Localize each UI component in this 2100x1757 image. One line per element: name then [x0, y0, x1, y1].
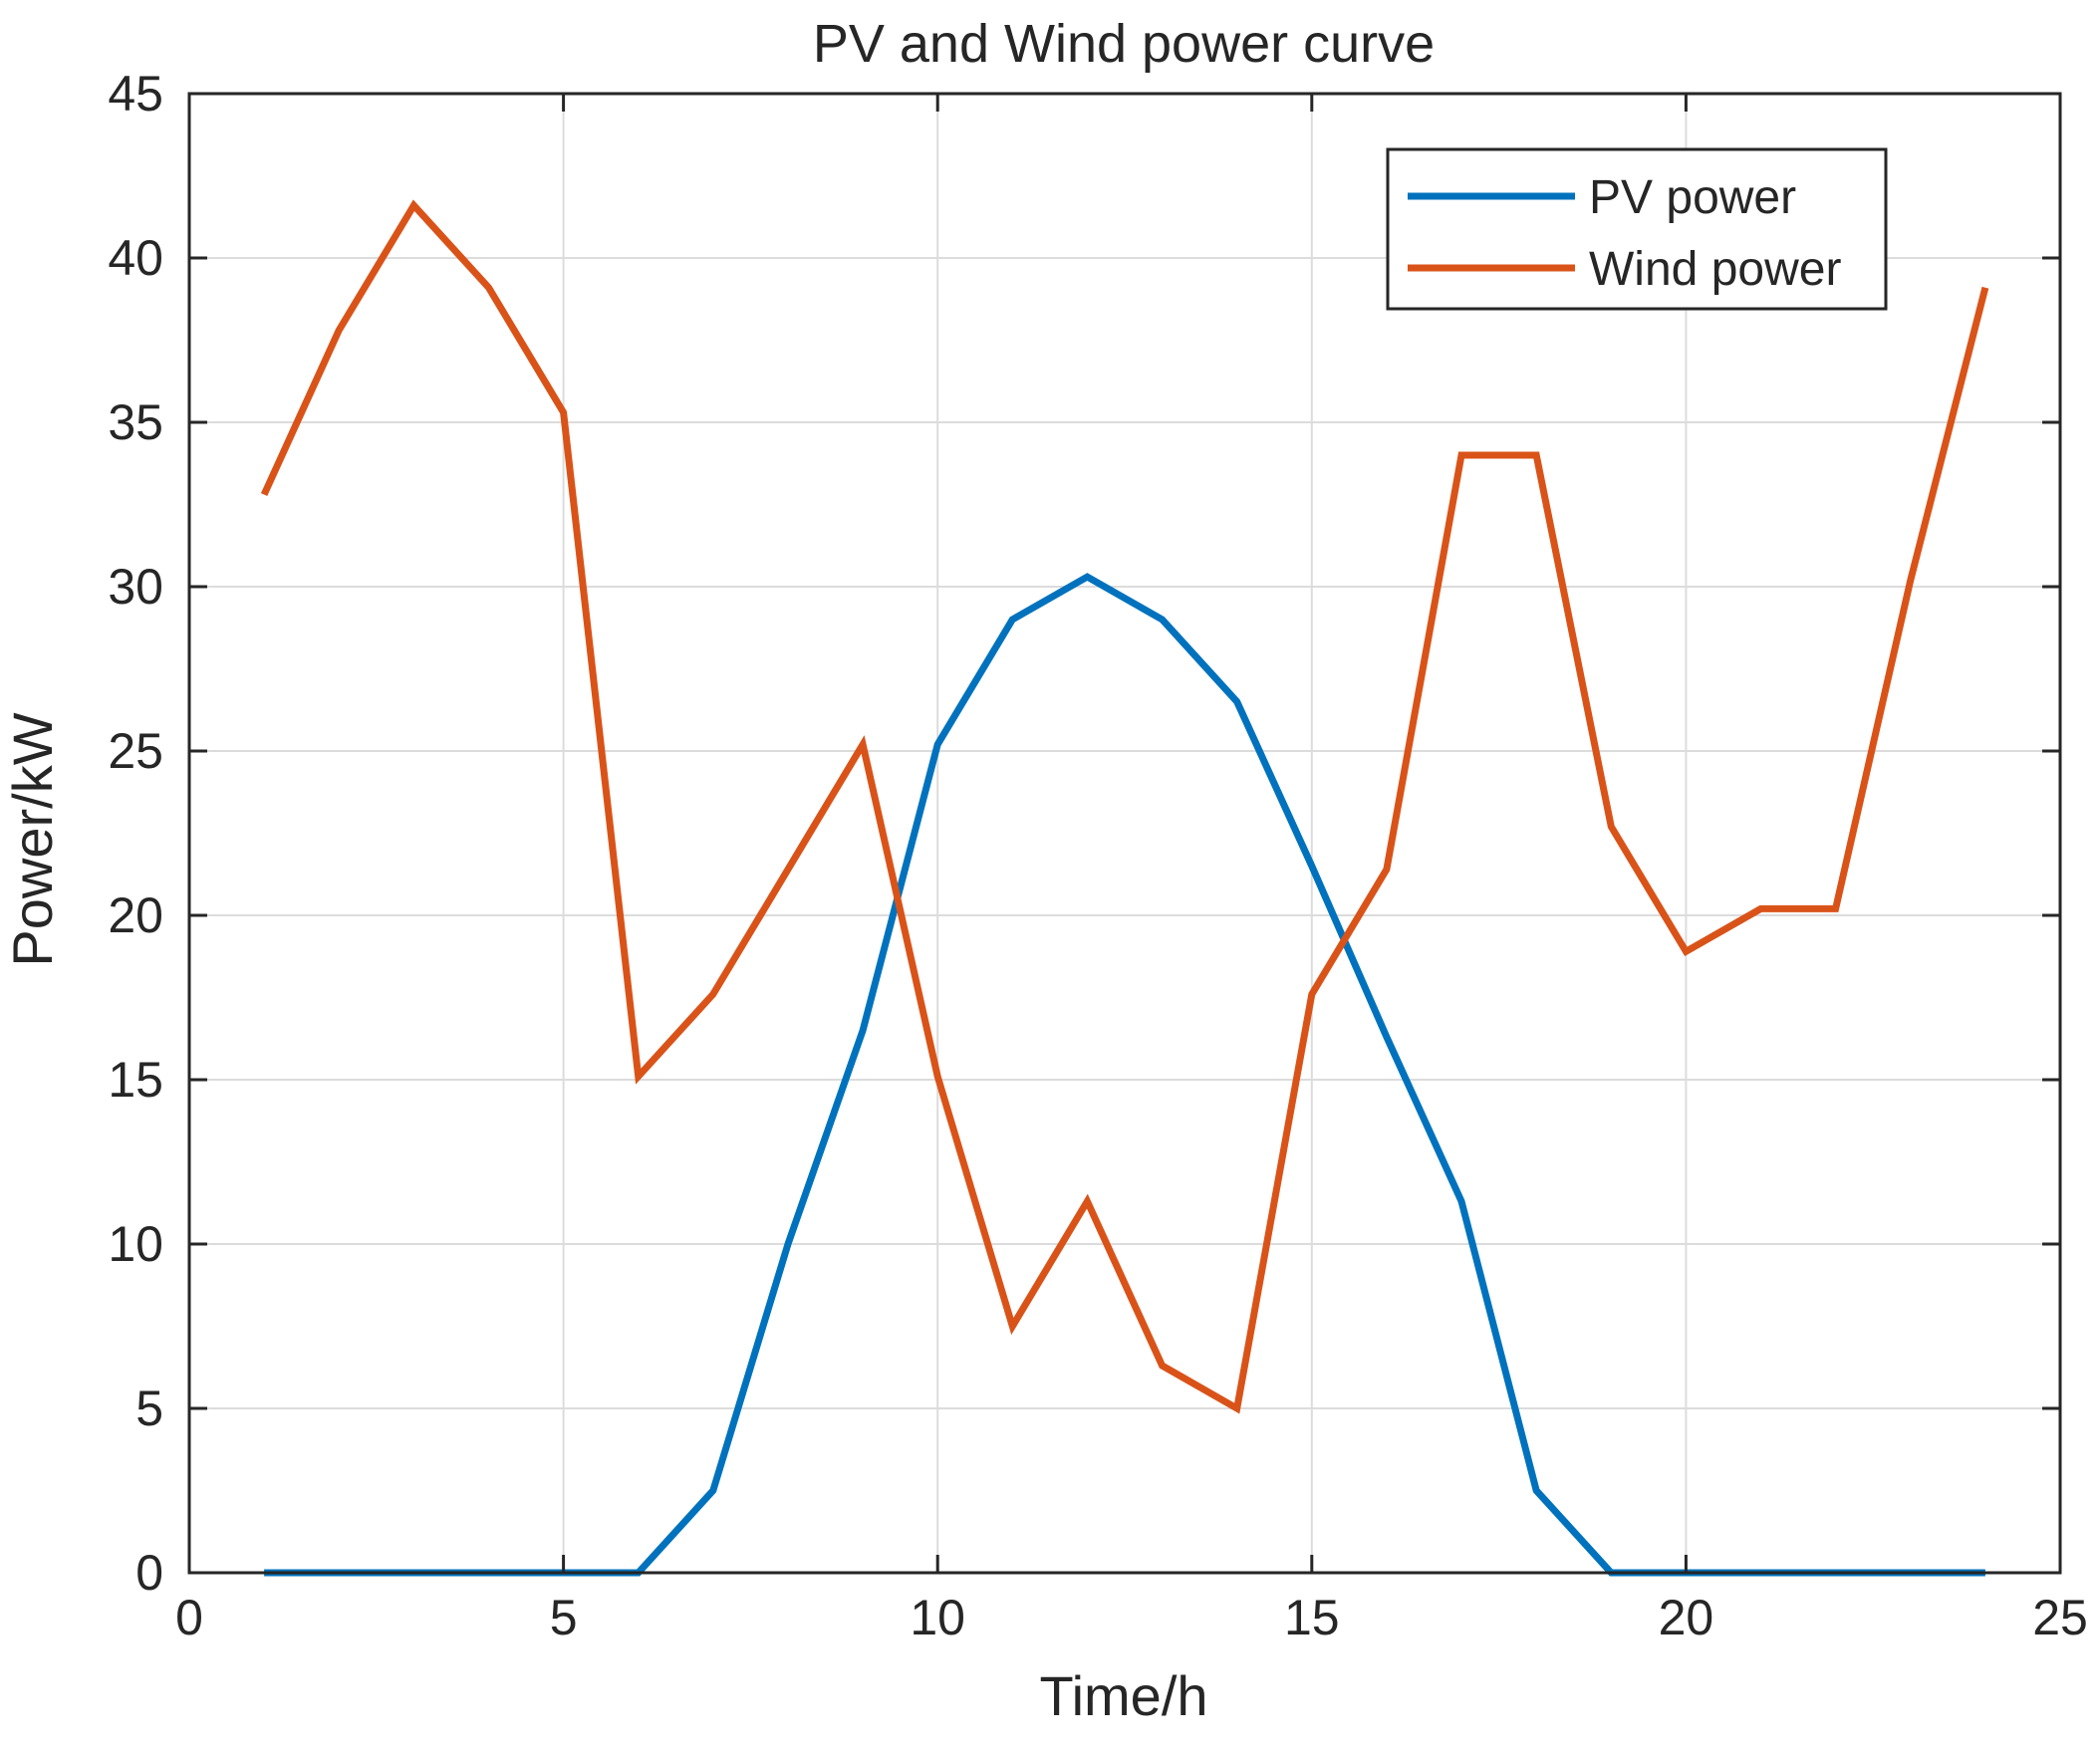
y-tick-label-9: 45 [108, 66, 163, 122]
x-tick-label-3: 15 [1284, 1590, 1340, 1645]
y-tick-label-4: 20 [108, 887, 163, 943]
y-tick-label-7: 35 [108, 394, 163, 450]
y-axis-label: Power/kW [1, 712, 64, 966]
y-tick-label-3: 15 [108, 1052, 163, 1108]
axes-box [187, 92, 2062, 1575]
x-tick-label-1: 5 [550, 1590, 578, 1645]
y-tick-label-5: 25 [108, 723, 163, 779]
y-tick-label-8: 40 [108, 230, 163, 286]
chart-title: PV and Wind power curve [813, 14, 1435, 74]
x-tick-label-0: 0 [175, 1590, 203, 1645]
x-tick-label-4: 20 [1659, 1590, 1714, 1645]
x-tick-label-5: 25 [2032, 1590, 2088, 1645]
x-axis-label: Time/h [1039, 1664, 1207, 1727]
y-tick-label-0: 0 [135, 1545, 163, 1601]
legend-label-wind-power: Wind power [1589, 243, 1841, 296]
grid-lines [189, 94, 2060, 1573]
x-tick-label-2: 10 [910, 1590, 965, 1645]
y-tick-label-1: 5 [135, 1380, 163, 1436]
legend: PV power Wind power [1386, 147, 1888, 311]
y-tick-label-6: 30 [108, 559, 163, 615]
tick-labels: 0 5 10 15 20 25 0 5 10 15 20 25 30 35 40 45 [108, 66, 2087, 1645]
axes [187, 92, 2062, 1575]
legend-box [1386, 147, 1888, 311]
y-tick-label-2: 10 [108, 1216, 163, 1272]
series-line-wind-power [260, 199, 1989, 1414]
legend-label-pv-power: PV power [1589, 171, 1796, 224]
